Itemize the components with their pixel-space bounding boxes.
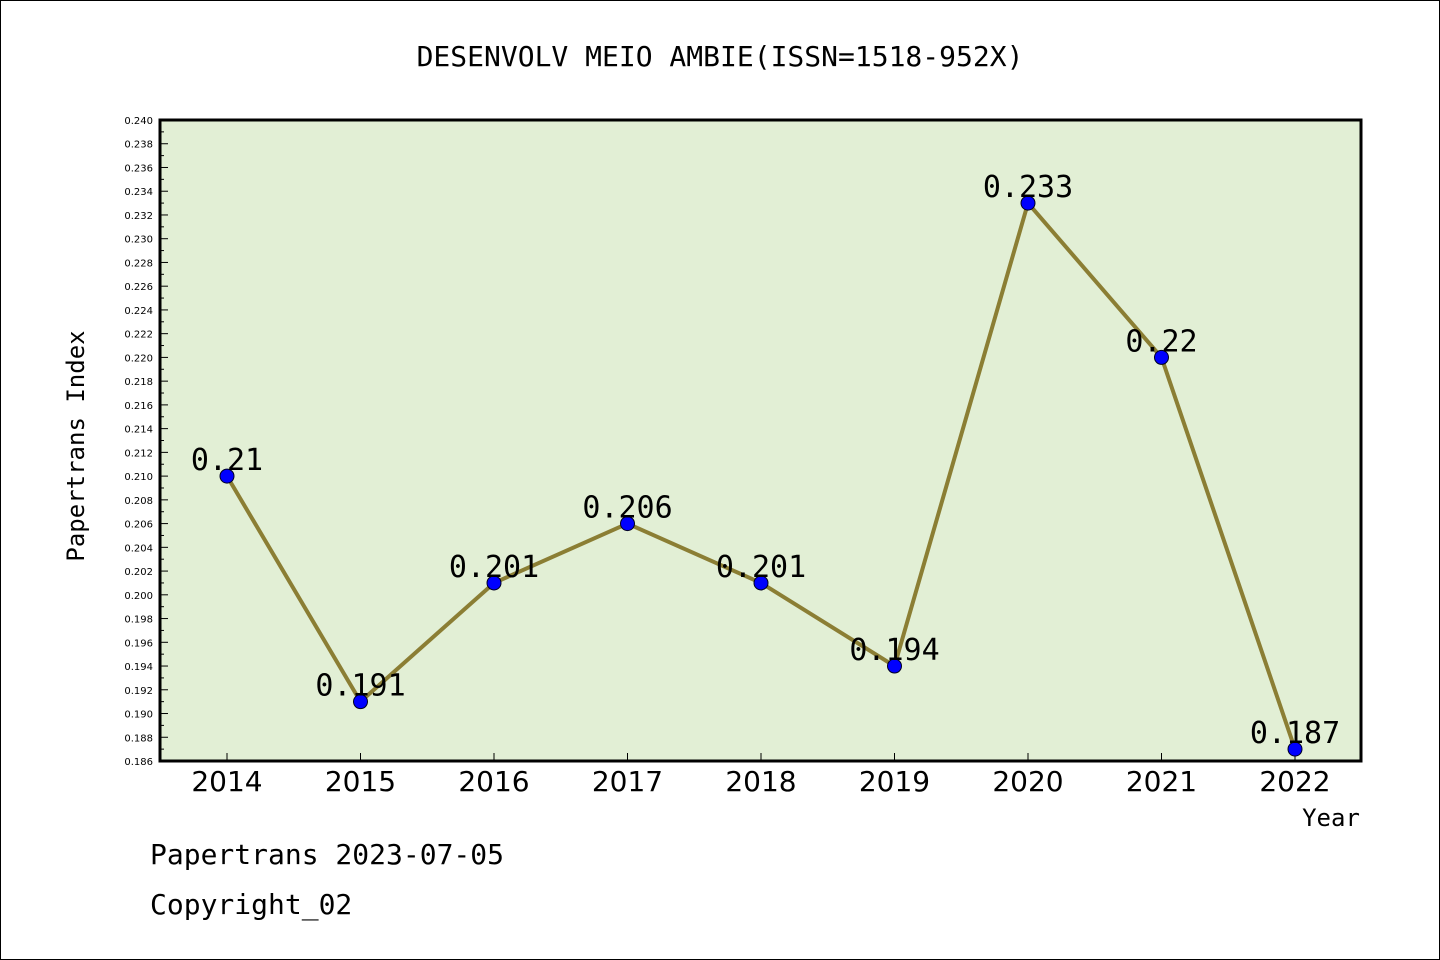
y-tick-label: 0.228 [124, 258, 153, 269]
chart-title: DESENVOLV MEIO AMBIE(ISSN=1518-952X) [417, 40, 1024, 73]
data-point [753, 575, 769, 591]
y-tick-label: 0.240 [124, 116, 153, 127]
y-tick-label: 0.208 [124, 496, 153, 507]
y-tick-label: 0.192 [124, 686, 153, 697]
y-tick-label: 0.188 [124, 733, 153, 744]
x-tick-label: 2016 [458, 765, 529, 798]
plot-area [160, 120, 1361, 761]
data-label: 0.233 [983, 170, 1073, 205]
y-tick-label: 0.218 [124, 377, 153, 388]
data-label: 0.206 [582, 491, 672, 526]
data-points [219, 195, 1303, 757]
y-tick-label: 0.196 [124, 638, 153, 649]
data-label: 0.22 [1125, 324, 1197, 359]
y-tick-label: 0.224 [124, 306, 153, 317]
data-label: 0.21 [191, 443, 263, 478]
y-tick-label: 0.190 [124, 710, 153, 721]
y-tick-label: 0.234 [124, 187, 153, 198]
y-tick-label: 0.200 [124, 591, 153, 602]
y-tick-label: 0.226 [124, 282, 153, 293]
y-tick-label: 0.198 [124, 615, 153, 626]
y-tick-label: 0.202 [124, 567, 153, 578]
x-axis-label: Year [1302, 804, 1360, 832]
x-tick-label: 2017 [592, 765, 663, 798]
footer-date: Papertrans 2023-07-05 [150, 838, 504, 871]
y-axis: 0.186 0.188 0.190 0.192 0.194 0.196 0.198 0.200… [124, 116, 168, 768]
data-label: 0.201 [449, 550, 539, 585]
y-tick-label: 0.214 [124, 425, 153, 436]
y-tick-label: 0.232 [124, 211, 153, 222]
y-tick-label: 0.238 [124, 140, 153, 151]
data-point [887, 658, 902, 674]
y-tick-label: 0.212 [124, 448, 153, 459]
y-tick-label: 0.236 [124, 163, 153, 174]
data-label: 0.191 [315, 669, 405, 704]
y-tick-label: 0.222 [124, 330, 153, 341]
y-tick-label: 0.216 [124, 401, 153, 412]
data-point [486, 575, 502, 591]
data-point [1287, 741, 1303, 757]
x-tick-label: 2014 [191, 765, 262, 798]
footer-copyright: Copyright_02 [150, 888, 352, 922]
data-point [353, 694, 368, 710]
data-label: 0.194 [849, 633, 939, 668]
data-labels: 0.21 0.191 0.201 0.206 0.201 0.194 0.233 0.22 0.… [191, 170, 1340, 751]
data-label: 0.201 [716, 550, 806, 585]
y-tick-label: 0.230 [124, 235, 153, 246]
x-tick-label: 2018 [725, 765, 796, 798]
x-tick-label: 2022 [1259, 765, 1330, 798]
y-tick-label: 0.210 [124, 472, 153, 483]
x-tick-label: 2019 [859, 765, 930, 798]
y-axis-label: Papertrans Index [62, 330, 90, 561]
x-axis: 2014 2015 2016 2017 2018 2019 2020 2021 2022 [191, 753, 1331, 798]
x-tick-label: 2015 [325, 765, 396, 798]
data-label: 0.187 [1250, 716, 1340, 751]
x-tick-label: 2021 [1126, 765, 1197, 798]
data-point [219, 468, 235, 484]
y-tick-label: 0.194 [124, 662, 153, 673]
y-tick-label: 0.204 [124, 543, 153, 554]
y-tick-label: 0.220 [124, 353, 153, 364]
y-tick-label: 0.186 [124, 757, 153, 768]
data-point [1154, 349, 1169, 365]
y-tick-label: 0.206 [124, 520, 153, 531]
x-tick-label: 2020 [992, 765, 1063, 798]
plot-border [158, 118, 1363, 763]
data-point [620, 516, 635, 532]
data-point [1020, 195, 1036, 211]
